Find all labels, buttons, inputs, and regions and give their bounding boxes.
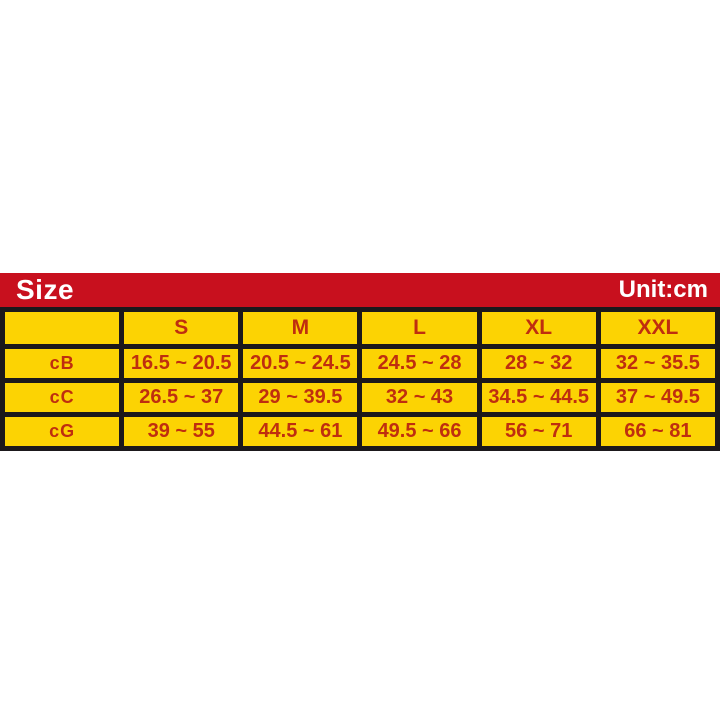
table-row: cB 16.5 ~ 20.5 20.5 ~ 24.5 24.5 ~ 28 28 ~ 32… bbox=[0, 344, 720, 383]
col-header-s: S bbox=[119, 307, 244, 349]
col-header-xl: XL bbox=[476, 307, 601, 349]
table-cell: 49.5 ~ 66 bbox=[357, 412, 482, 451]
table-cell: 20.5 ~ 24.5 bbox=[238, 344, 363, 383]
col-header-xxl: XXL bbox=[595, 307, 720, 349]
size-table: S M L XL XXL cB 16.5 ~ 20.5 20.5 ~ 24.5 24.5 ~ … bbox=[0, 307, 720, 451]
table-cell: 34.5 ~ 44.5 bbox=[476, 378, 601, 417]
size-table-head: S M L XL XXL bbox=[0, 307, 720, 349]
table-cell: 56 ~ 71 bbox=[476, 412, 601, 451]
table-cell: 44.5 ~ 61 bbox=[238, 412, 363, 451]
size-banner: Size Unit:cm bbox=[0, 273, 720, 307]
table-cell: 26.5 ~ 37 bbox=[119, 378, 244, 417]
row-label: cG bbox=[0, 412, 125, 451]
table-row: cC 26.5 ~ 37 29 ~ 39.5 32 ~ 43 34.5 ~ 44.5 37… bbox=[0, 378, 720, 417]
table-cell: 37 ~ 49.5 bbox=[595, 378, 720, 417]
row-label: cB bbox=[0, 344, 125, 383]
table-cell: 32 ~ 35.5 bbox=[595, 344, 720, 383]
col-header-l: L bbox=[357, 307, 482, 349]
table-cell: 16.5 ~ 20.5 bbox=[119, 344, 244, 383]
header-row: S M L XL XXL bbox=[0, 307, 720, 349]
row-label: cC bbox=[0, 378, 125, 417]
col-header-m: M bbox=[238, 307, 363, 349]
table-cell: 32 ~ 43 bbox=[357, 378, 482, 417]
table-row: cG 39 ~ 55 44.5 ~ 61 49.5 ~ 66 56 ~ 71 66 ~ 8… bbox=[0, 412, 720, 451]
banner-title: Size bbox=[16, 274, 75, 305]
table-cell: 24.5 ~ 28 bbox=[357, 344, 482, 383]
table-cell: 28 ~ 32 bbox=[476, 344, 601, 383]
table-cell: 39 ~ 55 bbox=[119, 412, 244, 451]
corner-cell bbox=[0, 307, 125, 349]
size-table-body: cB 16.5 ~ 20.5 20.5 ~ 24.5 24.5 ~ 28 28 ~ 32… bbox=[0, 344, 720, 451]
table-cell: 29 ~ 39.5 bbox=[238, 378, 363, 417]
table-cell: 66 ~ 81 bbox=[595, 412, 720, 451]
banner-unit-label: Unit:cm bbox=[618, 276, 708, 303]
